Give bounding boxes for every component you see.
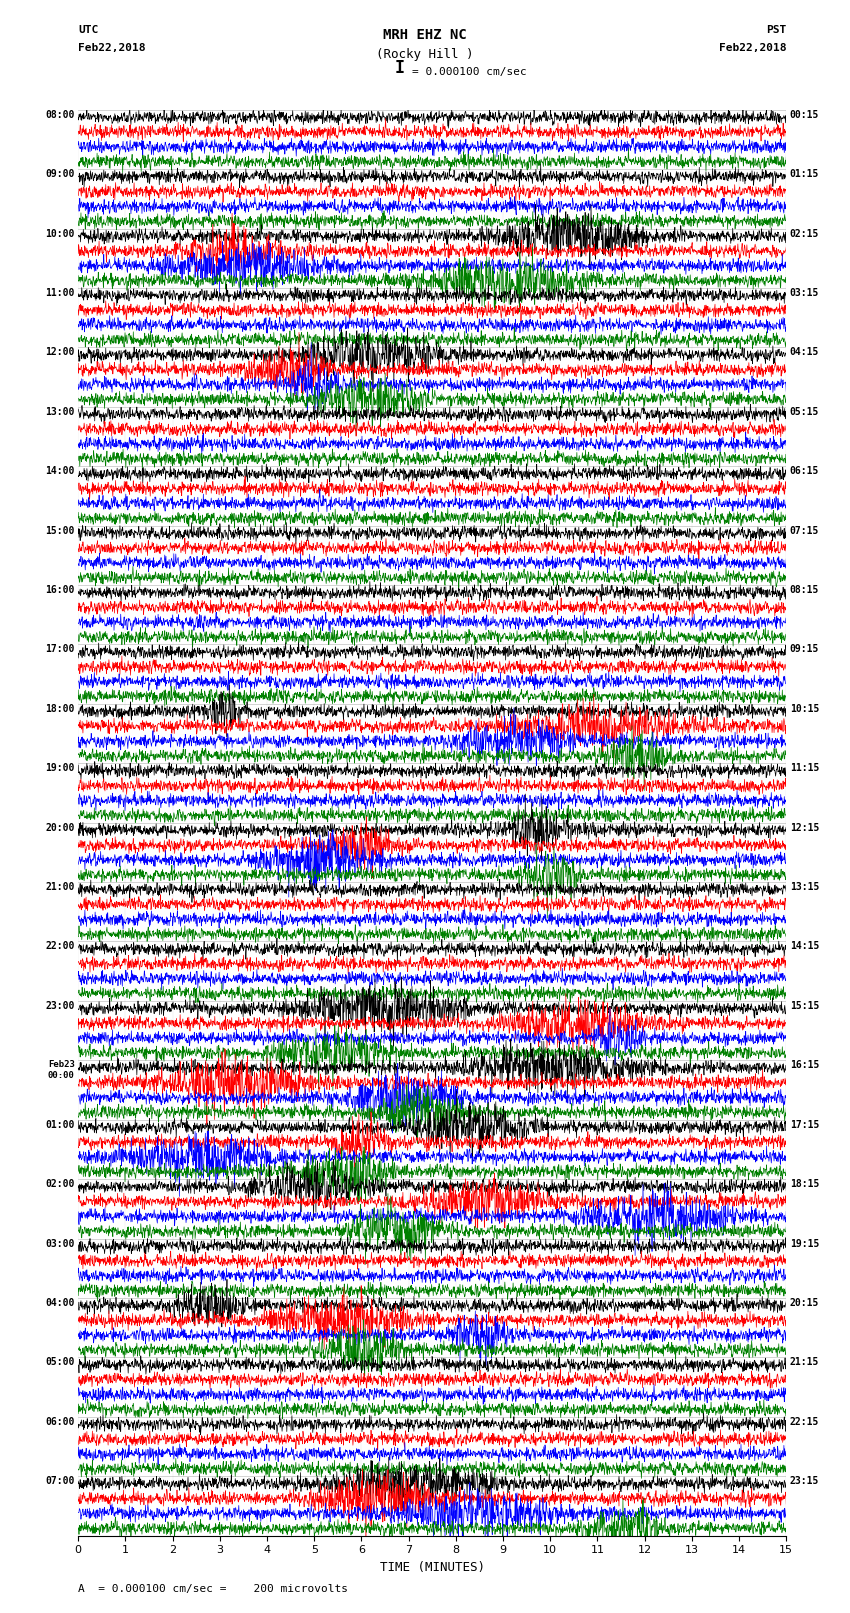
Text: 01:15: 01:15 (790, 169, 819, 179)
Text: 02:00: 02:00 (45, 1179, 75, 1189)
Text: (Rocky Hill ): (Rocky Hill ) (377, 48, 473, 61)
Text: = 0.000100 cm/sec: = 0.000100 cm/sec (412, 68, 527, 77)
Text: 22:00: 22:00 (45, 942, 75, 952)
Text: 05:00: 05:00 (45, 1358, 75, 1368)
Text: 05:15: 05:15 (790, 406, 819, 416)
Text: 03:00: 03:00 (45, 1239, 75, 1248)
Text: 16:00: 16:00 (45, 586, 75, 595)
Text: A  = 0.000100 cm/sec =    200 microvolts: A = 0.000100 cm/sec = 200 microvolts (78, 1584, 348, 1594)
Text: 23:15: 23:15 (790, 1476, 819, 1486)
Text: 12:00: 12:00 (45, 347, 75, 358)
Text: 06:00: 06:00 (45, 1416, 75, 1428)
Text: Feb22,2018: Feb22,2018 (719, 44, 786, 53)
Text: 03:15: 03:15 (790, 289, 819, 298)
Text: 20:15: 20:15 (790, 1298, 819, 1308)
Text: 23:00: 23:00 (45, 1000, 75, 1011)
Text: 08:00: 08:00 (45, 110, 75, 119)
Text: 04:00: 04:00 (45, 1298, 75, 1308)
Text: Feb22,2018: Feb22,2018 (78, 44, 145, 53)
Text: 13:15: 13:15 (790, 882, 819, 892)
Text: 10:15: 10:15 (790, 703, 819, 715)
Text: 02:15: 02:15 (790, 229, 819, 239)
Text: 13:00: 13:00 (45, 406, 75, 416)
Text: PST: PST (766, 26, 786, 35)
Text: 11:00: 11:00 (45, 289, 75, 298)
Text: 04:15: 04:15 (790, 347, 819, 358)
Text: 00:15: 00:15 (790, 110, 819, 119)
Text: 06:15: 06:15 (790, 466, 819, 476)
Text: 18:15: 18:15 (790, 1179, 819, 1189)
Text: 21:15: 21:15 (790, 1358, 819, 1368)
Text: 21:00: 21:00 (45, 882, 75, 892)
Text: 16:15: 16:15 (790, 1060, 819, 1071)
Text: 14:15: 14:15 (790, 942, 819, 952)
Text: 01:00: 01:00 (45, 1119, 75, 1129)
Text: 20:00: 20:00 (45, 823, 75, 832)
Text: 07:00: 07:00 (45, 1476, 75, 1486)
Text: 22:15: 22:15 (790, 1416, 819, 1428)
Text: 19:00: 19:00 (45, 763, 75, 773)
Text: 07:15: 07:15 (790, 526, 819, 536)
Text: MRH EHZ NC: MRH EHZ NC (383, 27, 467, 42)
Text: 10:00: 10:00 (45, 229, 75, 239)
Text: 19:15: 19:15 (790, 1239, 819, 1248)
Text: 09:00: 09:00 (45, 169, 75, 179)
Text: UTC: UTC (78, 26, 99, 35)
Text: 17:15: 17:15 (790, 1119, 819, 1129)
Text: 08:15: 08:15 (790, 586, 819, 595)
Text: I: I (394, 60, 405, 77)
X-axis label: TIME (MINUTES): TIME (MINUTES) (380, 1561, 484, 1574)
Text: 09:15: 09:15 (790, 645, 819, 655)
Text: 15:15: 15:15 (790, 1000, 819, 1011)
Text: 15:00: 15:00 (45, 526, 75, 536)
Text: Feb23
00:00: Feb23 00:00 (48, 1060, 75, 1079)
Text: 12:15: 12:15 (790, 823, 819, 832)
Text: 11:15: 11:15 (790, 763, 819, 773)
Text: 17:00: 17:00 (45, 645, 75, 655)
Text: 18:00: 18:00 (45, 703, 75, 715)
Text: 14:00: 14:00 (45, 466, 75, 476)
